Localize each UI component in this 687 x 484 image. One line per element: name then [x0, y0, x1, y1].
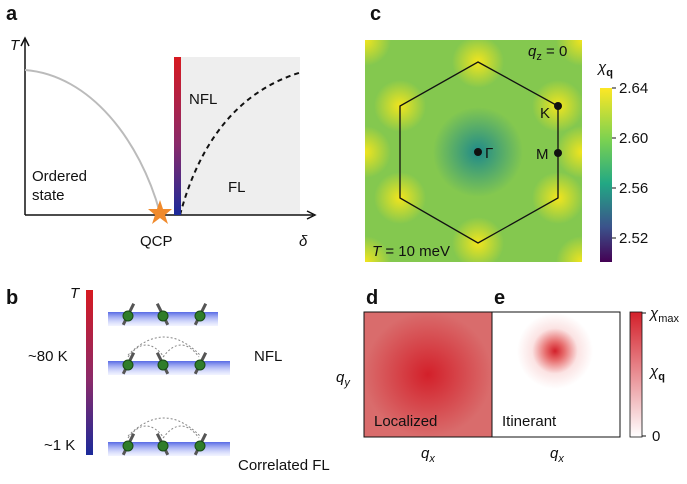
text: = 0 [542, 43, 567, 60]
colorbar-label: χmax [648, 305, 679, 325]
figure: a T δ NFL Ordered state FL QCP b T ~80 K… [0, 0, 687, 484]
subscript: q [606, 67, 613, 79]
text: = 10 meV [381, 243, 450, 260]
axis-label: T [70, 285, 81, 302]
point-label: M [536, 146, 549, 163]
map-label: Localized [374, 413, 437, 430]
interaction [163, 345, 199, 357]
colorbar [630, 312, 642, 437]
axis-label: T [10, 37, 21, 54]
point-label: Γ [485, 145, 493, 162]
subscript: x [428, 453, 435, 465]
colorbar-label: 0 [652, 428, 660, 445]
atom [123, 311, 133, 321]
subscript: y [343, 377, 351, 389]
colorbar [600, 88, 612, 262]
point-label: K [540, 105, 550, 122]
colorbar-tick-label: 2.60 [619, 130, 648, 147]
atom [158, 311, 168, 321]
heatmap-peak [339, 14, 391, 66]
colorbar-label: χq [648, 363, 665, 383]
atom [158, 360, 168, 370]
state-label: NFL [254, 348, 282, 365]
colorbar-ticks: 2.64 2.60 2.56 2.52 [612, 80, 648, 247]
axis-label: qx [421, 445, 435, 465]
state-label: Correlated FL [238, 457, 330, 474]
point [554, 149, 562, 157]
level-label: ~80 K [28, 348, 68, 365]
region-label: FL [228, 179, 246, 196]
atom [123, 360, 133, 370]
subscript: max [658, 313, 679, 325]
region-label: Ordered [32, 168, 87, 185]
interaction [128, 337, 200, 355]
interaction [128, 418, 200, 436]
heatmap-peak [339, 126, 391, 178]
subscript: x [557, 453, 564, 465]
atom [195, 360, 205, 370]
point [474, 148, 482, 156]
itinerant-peak [517, 313, 593, 389]
panel-label: e [494, 287, 505, 309]
interaction [163, 426, 199, 438]
atom [123, 441, 133, 451]
region-label: state [32, 187, 65, 204]
panel-label: a [6, 3, 18, 25]
map-label: Itinerant [502, 413, 557, 430]
colorbar-tick-label: 2.64 [619, 80, 648, 97]
panel-label: b [6, 287, 18, 309]
panel-label: c [370, 3, 381, 25]
point-label: QCP [140, 233, 173, 250]
atom [158, 441, 168, 451]
axis-label: qx [550, 445, 564, 465]
lattice-illustration [108, 304, 230, 456]
panel-label: d [366, 287, 378, 309]
qcp-star [148, 200, 172, 224]
subscript: q [658, 371, 665, 383]
colorbar-title: χq [596, 59, 613, 79]
point [554, 102, 562, 110]
axis-label: qy [336, 369, 351, 389]
temperature-bar [86, 290, 93, 455]
axis-label: δ [299, 233, 308, 250]
colorbar-tick-label: 2.56 [619, 180, 648, 197]
colorbar-tick-label: 2.52 [619, 230, 648, 247]
atom [195, 441, 205, 451]
atom [195, 311, 205, 321]
annotation: T = 10 meV [372, 243, 450, 260]
level-label: ~1 K [44, 437, 75, 454]
region-label: NFL [189, 91, 217, 108]
nfl-bar [174, 57, 181, 215]
